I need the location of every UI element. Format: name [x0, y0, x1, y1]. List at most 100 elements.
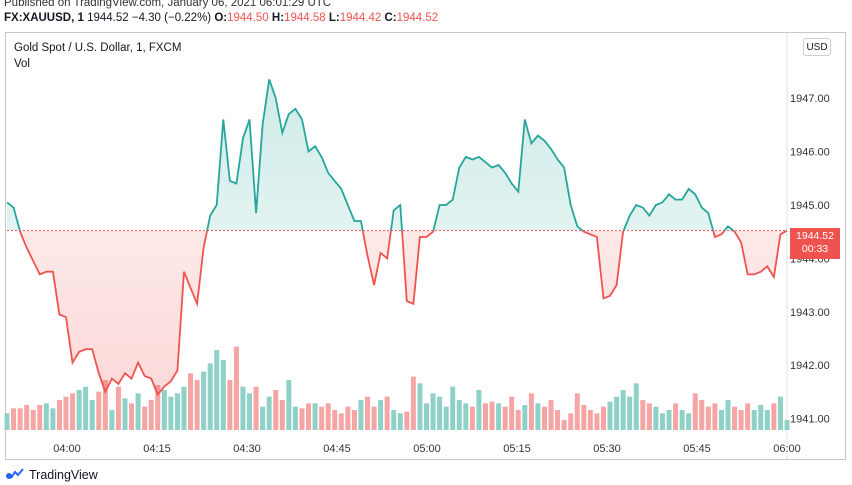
symbol-name: FX:XAUUSD, 1 [4, 12, 84, 24]
volume-bar [666, 410, 672, 430]
volume-bar [214, 350, 220, 430]
volume-bar [568, 413, 574, 430]
volume-bar [784, 420, 790, 430]
x-tick-label: 04:15 [143, 443, 171, 455]
volume-bar [135, 393, 141, 430]
volume-bar [122, 398, 128, 430]
volume-bar [194, 380, 200, 430]
volume-bar [548, 400, 554, 430]
volume-label: Vol [14, 58, 30, 70]
tradingview-logo-icon [6, 468, 24, 479]
x-tick-label: 04:30 [233, 443, 261, 455]
y-tick-label: 1945.00 [790, 200, 830, 212]
volume-bar [614, 396, 620, 430]
volume-bar [142, 406, 148, 430]
volume-bar [358, 400, 364, 430]
price-line-above [6, 79, 787, 231]
last-price-label: 1944.52 [796, 230, 834, 242]
volume-bar [751, 410, 757, 430]
last-price-badge: 1944.52 00:33 [790, 228, 840, 259]
volume-bar [279, 400, 285, 430]
volume-bar [463, 403, 469, 430]
x-tick-label: 05:00 [413, 443, 441, 455]
y-tick-label: 1941.00 [790, 414, 830, 426]
volume-bar [161, 390, 167, 430]
volume-bar [417, 383, 423, 430]
volume-bar [397, 413, 403, 430]
volume-bar [437, 396, 443, 430]
y-tick-label: 1947.00 [790, 93, 830, 105]
volume-bar [738, 410, 744, 430]
volume-bar [286, 380, 292, 430]
y-tick-label: 1943.00 [790, 307, 830, 319]
volume-bar [174, 393, 180, 430]
price-line-below [18, 230, 788, 397]
x-tick-label: 04:00 [53, 443, 81, 455]
volume-bar [306, 403, 312, 430]
volume-bar [725, 400, 731, 430]
volume-bar [653, 406, 659, 430]
volume-bar [456, 400, 462, 430]
x-tick-label: 05:15 [503, 443, 531, 455]
open-value: 1944.50 [227, 12, 269, 24]
volume-bar [155, 385, 161, 430]
volume-bar [509, 396, 515, 430]
volume-bar [679, 410, 685, 430]
volume-bar [332, 410, 338, 430]
tradingview-logo[interactable]: TradingView [5, 468, 98, 482]
volume-bar [70, 393, 76, 430]
volume-bar [148, 400, 154, 430]
volume-bar [496, 403, 502, 430]
volume-bar [430, 393, 436, 430]
volume-bar [102, 380, 108, 430]
volume-bar [771, 403, 777, 430]
volume-bar [640, 400, 646, 430]
volume-bar [319, 406, 325, 430]
volume-bar [535, 403, 541, 430]
volume-bar [718, 410, 724, 430]
volume-bar [345, 406, 351, 430]
volume-bar [247, 393, 253, 430]
volume-bar [450, 386, 456, 430]
price-change: −4.30 (−0.22%) [131, 12, 212, 24]
volume-bar [515, 410, 521, 430]
volume-bar [220, 360, 226, 430]
volume-bar [522, 405, 528, 430]
high-value: 1944.58 [284, 12, 326, 24]
currency-button[interactable]: USD [803, 38, 831, 56]
volume-bar [404, 411, 410, 430]
volume-bar [109, 410, 115, 430]
volume-bar [37, 405, 43, 430]
volume-bar [292, 406, 298, 430]
volume-bar [168, 396, 174, 430]
volume-bar [4, 413, 10, 430]
volume-bar [338, 413, 344, 430]
volume-bar [129, 403, 135, 430]
volume-bar [627, 396, 633, 430]
volume-bar [391, 410, 397, 430]
bar-countdown: 00:33 [801, 243, 829, 255]
volume-bar [384, 396, 390, 430]
volume-bar [528, 393, 534, 430]
volume-bar [201, 371, 207, 430]
volume-bar [699, 400, 705, 430]
volume-bar [233, 346, 239, 430]
y-tick-label: 1946.00 [790, 147, 830, 159]
volume-bar [11, 408, 17, 430]
volume-bar [63, 396, 69, 430]
chart-frame [5, 32, 846, 460]
close-label: C: [384, 12, 397, 24]
volume-bar [96, 391, 102, 430]
volume-bar [686, 413, 692, 430]
volume-bar [299, 408, 305, 430]
volume-bar [365, 396, 371, 430]
close-value: 1944.52 [396, 12, 439, 24]
volume-bar [659, 413, 665, 430]
volume-bar [607, 401, 613, 430]
volume-bar [541, 406, 547, 430]
tradingview-logo-text: TradingView [29, 468, 98, 482]
volume-bar [351, 410, 357, 430]
volume-bar [371, 406, 377, 430]
volume-bar [476, 390, 482, 430]
